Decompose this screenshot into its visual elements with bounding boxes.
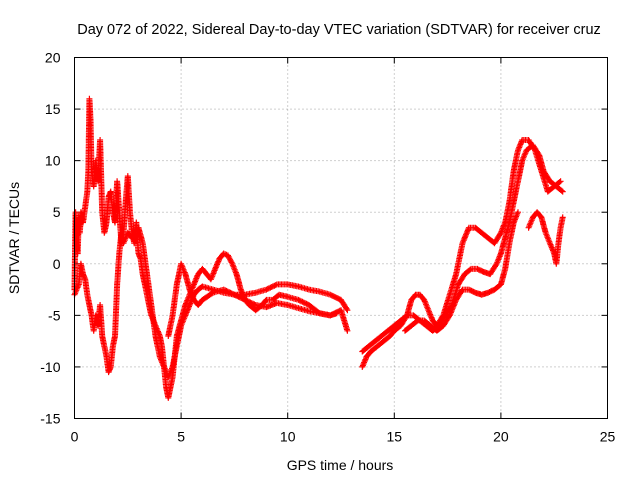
grid <box>74 57 608 419</box>
plot-frame <box>74 57 608 419</box>
series-trace-C <box>165 260 340 339</box>
series-trace-G <box>525 209 566 267</box>
chart-title: Day 072 of 2022, Sidereal Day-to-day VTE… <box>77 22 601 38</box>
y-tick-label: -10 <box>40 359 60 375</box>
x-tick-label: 10 <box>280 429 296 445</box>
y-tick-label: 20 <box>45 50 61 66</box>
y-axis-label: SDTVAR / TECUs <box>6 182 22 294</box>
scatter-markers <box>71 95 351 401</box>
series-trace-A <box>71 95 351 401</box>
y-tick-label: -5 <box>48 307 61 323</box>
x-tick-label: 15 <box>387 429 403 445</box>
scatter-markers <box>402 209 521 334</box>
x-tick-label: 25 <box>600 429 616 445</box>
scatter-markers <box>165 260 340 339</box>
y-tick-label: -15 <box>40 411 60 427</box>
scatter-markers <box>359 137 564 370</box>
x-tick-label: 5 <box>177 429 185 445</box>
y-tick-label: 15 <box>45 101 61 117</box>
tick-labels: 0 5 10 15 20 25 -15 -10 -5 0 5 10 15 20 <box>40 50 615 445</box>
y-tick-label: 5 <box>53 204 61 220</box>
tick-marks <box>74 57 608 419</box>
scatter-markers <box>525 209 566 267</box>
series-trace-D <box>359 137 564 370</box>
series-trace-F <box>402 209 521 334</box>
y-tick-label: 0 <box>53 256 61 272</box>
x-axis-label: GPS time / hours <box>287 457 394 473</box>
y-tick-label: 10 <box>45 153 61 169</box>
x-tick-label: 20 <box>493 429 509 445</box>
x-tick-label: 0 <box>71 429 79 445</box>
data-marks <box>71 95 566 401</box>
